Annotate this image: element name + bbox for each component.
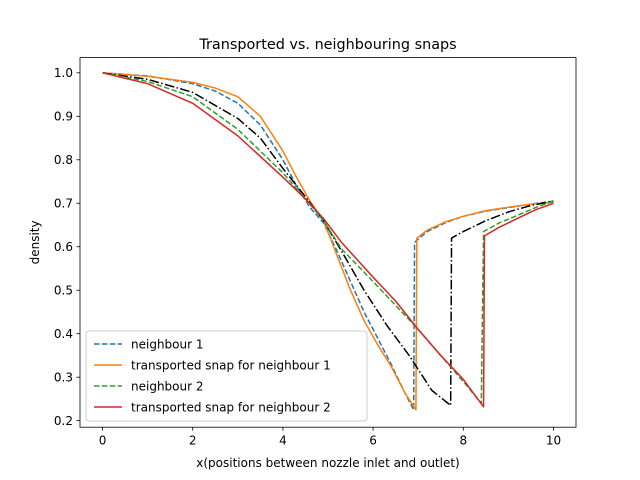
series-line-2 (102, 72, 554, 411)
x-axis-ticks: 0 2 4 6 8 10 (99, 427, 561, 448)
x-tick-label: 0 (99, 434, 107, 448)
axes-frame (79, 57, 577, 428)
x-axis-label: x(positions between nozzle inlet and out… (196, 456, 459, 470)
y-tick-label: 0.8 (54, 153, 73, 167)
x-tick-label: 4 (279, 434, 287, 448)
series-line-3 (102, 72, 554, 407)
y-axis-label: density (28, 220, 42, 264)
chart-title: Transported vs. neighbouring snaps (198, 37, 456, 53)
x-tick-label: 10 (546, 434, 561, 448)
y-tick-label: 0.6 (54, 240, 73, 254)
legend-label: transported snap for neighbour 1 (131, 358, 331, 372)
legend: neighbour 1 transported snap for neighbou… (85, 330, 368, 422)
y-axis-ticks: 0.2 0.3 0.4 0.5 0.6 0.7 0.8 0.9 1.0 (54, 66, 80, 428)
y-tick-label: 0.4 (54, 327, 73, 341)
x-tick-label: 2 (189, 434, 197, 448)
x-tick-label: 6 (369, 434, 377, 448)
legend-label: neighbour 2 (131, 379, 204, 393)
y-tick-label: 0.2 (54, 414, 73, 428)
plot-lines (102, 72, 554, 411)
series-line-4 (102, 72, 554, 405)
y-tick-label: 0.9 (54, 110, 73, 124)
y-tick-label: 0.7 (54, 197, 73, 211)
legend-label: transported snap for neighbour 2 (131, 400, 331, 414)
y-tick-label: 0.5 (54, 284, 73, 298)
legend-label: neighbour 1 (131, 337, 204, 351)
series-line-5 (102, 72, 554, 408)
x-tick-label: 8 (459, 434, 467, 448)
legend-box (85, 330, 368, 422)
y-tick-label: 0.3 (54, 370, 73, 384)
y-tick-label: 1.0 (54, 66, 73, 80)
